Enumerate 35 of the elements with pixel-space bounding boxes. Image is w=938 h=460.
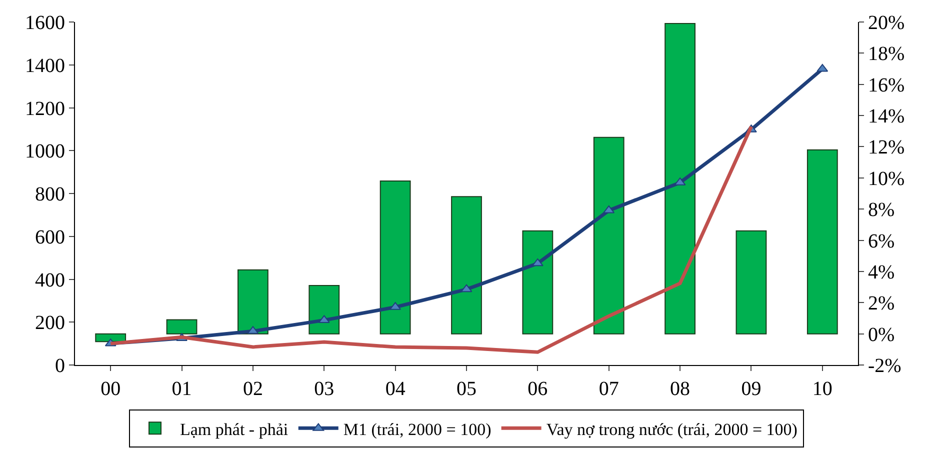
y2-tick-label: 12% <box>868 136 905 159</box>
x-tick-label: 02 <box>242 378 263 400</box>
x-tick-label: 08 <box>670 378 690 400</box>
x-tick-label: 07 <box>598 378 619 400</box>
y-tick-label: 1200 <box>25 98 65 120</box>
y2-tick-label: 10% <box>868 168 905 190</box>
y-tick-label: 1600 <box>25 12 65 34</box>
y-tick-label: 400 <box>35 269 65 292</box>
x-tick-label: 09 <box>741 378 762 400</box>
x-tick-label: 05 <box>456 378 476 400</box>
legend-label: M1 (trái, 2000 = 100) <box>343 420 492 439</box>
y2-tick-label: 14% <box>868 106 905 128</box>
y-tick-label: 1400 <box>25 54 65 77</box>
x-tick-label: 01 <box>172 378 192 400</box>
y2-tick-label: 16% <box>868 74 905 96</box>
y-tick-label: 1000 <box>25 140 65 163</box>
y-tick-label: 800 <box>35 184 65 206</box>
x-tick-label: 10 <box>812 378 832 400</box>
y-tick-label: 600 <box>35 226 65 248</box>
x-tick-label: 03 <box>314 378 334 400</box>
y2-tick-label: -2% <box>868 355 902 377</box>
x-tick-label: 04 <box>385 378 406 400</box>
y2-tick-label: 0% <box>868 324 895 346</box>
legend-label: Vay nợ trong nước (trái, 2000 = 100) <box>546 420 798 439</box>
y2-tick-label: 20% <box>868 12 905 34</box>
legend-label: Lạm phát - phải <box>180 420 288 439</box>
x-tick-label: 00 <box>100 378 121 400</box>
y2-tick-label: 18% <box>868 43 905 66</box>
y2-tick-label: 2% <box>868 292 895 315</box>
y2-tick-label: 4% <box>868 261 895 284</box>
x-tick-label: 06 <box>528 378 548 400</box>
y-tick-label: 0 <box>55 355 65 377</box>
y-tick-label: 200 <box>35 312 65 334</box>
y2-tick-label: 6% <box>868 230 895 252</box>
y2-tick-label: 8% <box>868 199 895 222</box>
